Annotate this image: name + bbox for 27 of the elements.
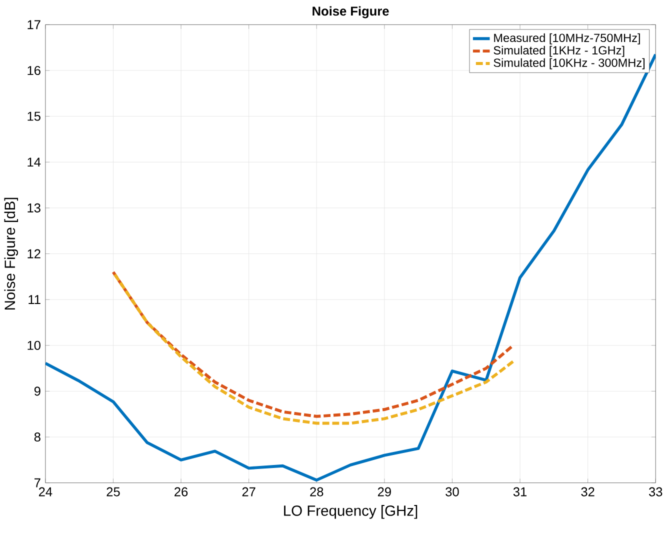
- x-tick-label: 25: [106, 487, 120, 496]
- y-axis-title: Noise Figure [dB]: [4, 198, 18, 310]
- x-tick-label: 30: [446, 487, 459, 496]
- y-tick-label: 8: [34, 432, 40, 442]
- y-tick-label: 7: [34, 478, 40, 488]
- legend-label: Simulated [1KHz - 1GHz]: [494, 46, 624, 57]
- y-tick-label: 9: [34, 386, 40, 396]
- x-tick-label: 27: [242, 487, 256, 496]
- y-tick-label: 17: [28, 20, 40, 30]
- x-tick-label: 33: [649, 487, 662, 496]
- x-tick-label: 26: [174, 487, 188, 496]
- x-tick-label: 31: [513, 487, 527, 496]
- y-tick-label: 10: [28, 340, 40, 350]
- y-tick-label: 16: [28, 66, 40, 75]
- x-tick-label: 24: [38, 487, 52, 496]
- chart-title: Noise Figure: [312, 6, 389, 18]
- x-tick-label: 29: [378, 487, 391, 496]
- y-tick-label: 11: [28, 295, 40, 304]
- legend-label: Measured [10MHz-750MHz]: [494, 33, 640, 44]
- x-tick-label: 32: [581, 487, 594, 496]
- y-tick-label: 15: [28, 112, 40, 121]
- x-tick-label: 28: [310, 487, 324, 496]
- y-tick-label: 12: [28, 249, 40, 258]
- y-tick-label: 13: [28, 203, 40, 212]
- y-tick-label: 14: [28, 158, 41, 166]
- legend-label: Simulated [10KHz - 300MHz]: [494, 58, 645, 70]
- x-axis-title: LO Frequency [GHz]: [284, 505, 418, 519]
